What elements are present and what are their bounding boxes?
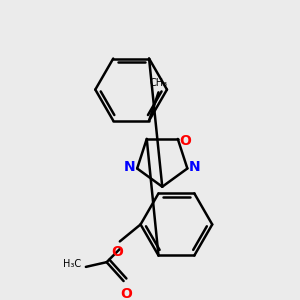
Text: O: O bbox=[111, 245, 123, 259]
Text: N: N bbox=[189, 160, 201, 174]
Text: CH₃: CH₃ bbox=[149, 78, 168, 88]
Text: O: O bbox=[179, 134, 191, 148]
Text: O: O bbox=[121, 287, 132, 300]
Text: H₃C: H₃C bbox=[63, 259, 81, 269]
Text: N: N bbox=[124, 160, 135, 174]
